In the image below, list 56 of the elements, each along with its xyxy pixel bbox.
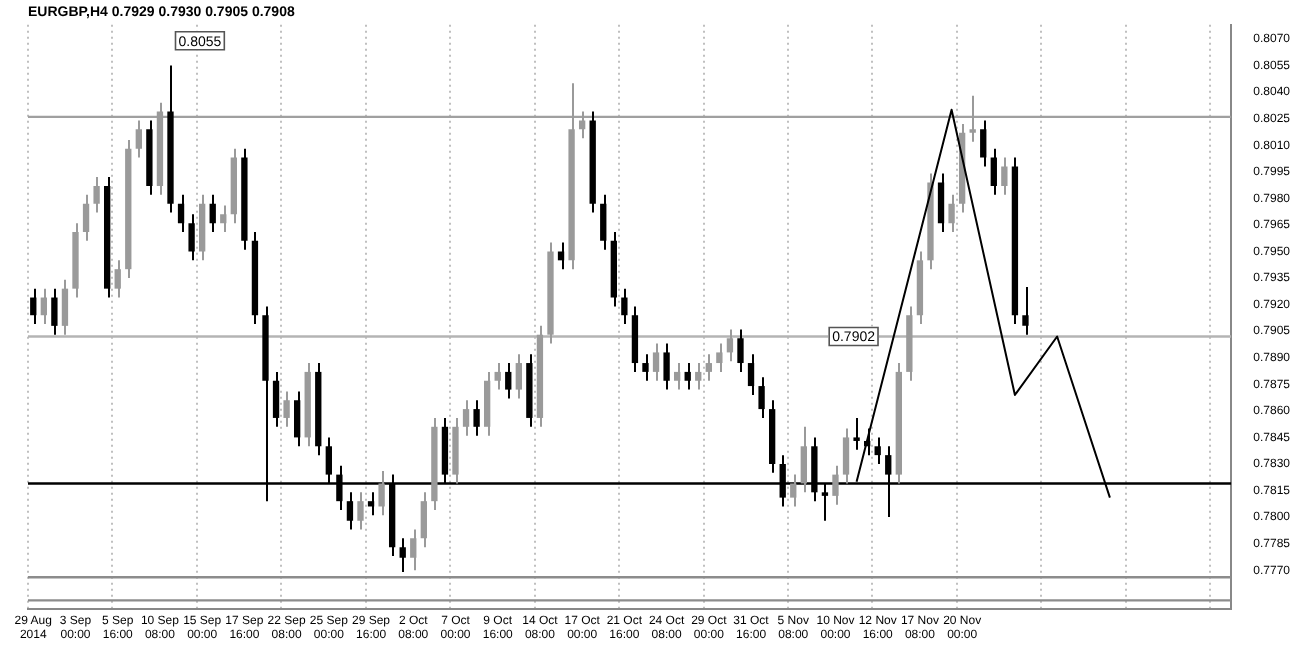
candlestick [30, 287, 37, 326]
candlestick [642, 353, 649, 382]
candlestick [473, 399, 480, 437]
candlestick [747, 353, 755, 396]
candlestick [705, 353, 712, 382]
candlestick [93, 176, 100, 214]
candlestick [800, 425, 807, 494]
candlestick [293, 390, 301, 448]
candlestick [557, 241, 565, 271]
candlestick [209, 193, 216, 233]
candlestick [621, 287, 628, 326]
candlestick [82, 193, 90, 242]
candlestick [177, 193, 185, 233]
candlestick [220, 204, 227, 233]
candlestick [452, 416, 459, 485]
candlestick [357, 491, 364, 531]
candlestick [695, 362, 702, 391]
candlestick [990, 147, 997, 196]
candlestick [1001, 156, 1008, 196]
candlestick [61, 278, 69, 336]
candlestick [716, 342, 723, 373]
candlestick [40, 287, 47, 326]
candlestick [1022, 285, 1029, 336]
candlestick [684, 362, 691, 391]
candlestick [600, 193, 607, 251]
candlestick [937, 172, 945, 233]
candlestick [652, 342, 660, 382]
candlestick [758, 376, 765, 419]
candlestick [114, 259, 121, 299]
candlestick [483, 370, 491, 437]
candlestick [980, 119, 987, 168]
candlestick [853, 416, 860, 451]
candlestick [726, 328, 734, 363]
candlestick [832, 464, 839, 506]
candlestick [874, 436, 881, 465]
candlestick [188, 213, 195, 262]
candlestick [790, 473, 797, 508]
candlestick [737, 328, 744, 373]
candlestick [515, 353, 522, 400]
candlestick [462, 399, 470, 437]
candlestick [199, 193, 206, 262]
candlestick [505, 362, 512, 400]
candlestick [494, 362, 501, 391]
candlestick [51, 287, 58, 336]
candlestick [346, 491, 354, 531]
candlestick [631, 305, 639, 373]
candlestick [948, 193, 955, 233]
candlestick [410, 528, 417, 572]
candlestick [842, 427, 850, 485]
candlestick [378, 470, 385, 517]
candlestick [663, 342, 670, 391]
candlestick [399, 537, 406, 574]
candlestick [420, 491, 427, 549]
candlestick [673, 362, 681, 391]
candlestick [272, 370, 280, 428]
candlestick [283, 390, 290, 428]
